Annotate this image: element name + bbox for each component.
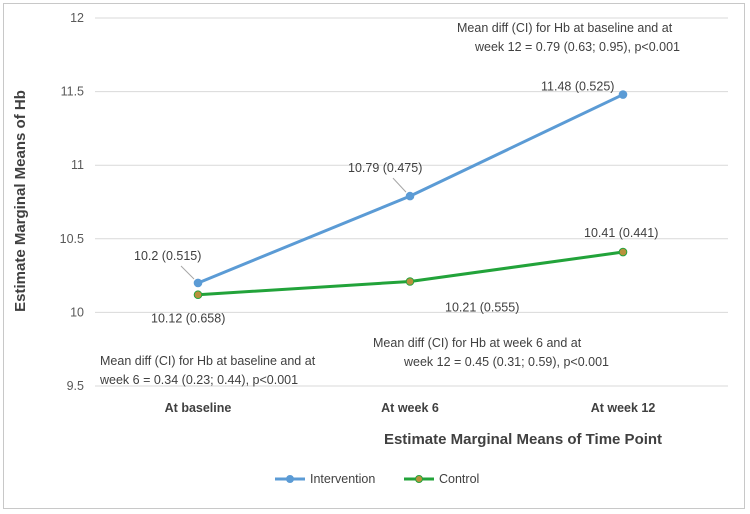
legend-label: Intervention	[310, 472, 375, 486]
y-tick-label: 11	[71, 158, 84, 172]
x-tick-label: At week 6	[381, 401, 439, 415]
data-point-intervention	[618, 90, 628, 99]
annotation-text: Mean diff (CI) for Hb at baseline and at…	[457, 21, 680, 54]
data-label: 10.79 (0.475)	[348, 161, 422, 175]
data-point-control	[618, 247, 628, 257]
series-markers	[193, 90, 628, 300]
legend-label: Control	[439, 472, 479, 486]
x-category-labels: At baseline At week 6 At week 12	[165, 401, 656, 415]
series-line-intervention	[197, 93, 624, 285]
y-tick-labels: 9.5 10 10.5 11 11.5 12	[60, 11, 84, 393]
data-point-control	[193, 290, 203, 300]
data-point-control	[405, 277, 415, 286]
y-tick-label: 12	[70, 11, 84, 25]
leader-line	[392, 177, 407, 193]
data-labels: 10.2 (0.515) 10.79 (0.475) 11.48 (0.525) 10…	[134, 80, 658, 326]
annotation-text: Mean diff (CI) for Hb at week 6 and at we…	[373, 336, 609, 369]
data-label: 10.12 (0.658)	[151, 312, 225, 326]
legend-marker	[415, 475, 423, 483]
y-tick-label: 10	[70, 305, 84, 319]
legend: Intervention Control	[275, 472, 479, 486]
x-tick-label: At week 12	[591, 401, 656, 415]
data-point-intervention	[405, 191, 415, 201]
y-tick-label: 10.5	[60, 232, 84, 246]
leader-line	[180, 265, 195, 280]
data-point-intervention	[193, 278, 203, 288]
y-axis-title: Estimate Marginal Means of Hb	[12, 90, 29, 312]
data-label: 11.48 (0.525)	[541, 80, 614, 94]
annotation-text: Mean diff (CI) for Hb at baseline and at…	[99, 354, 316, 387]
x-axis-title: Estimate Marginal Means of Time Point	[384, 431, 662, 448]
y-tick-label: 9.5	[67, 379, 84, 393]
data-label: 10.41 (0.441)	[584, 226, 658, 240]
annotations: Mean diff (CI) for Hb at baseline and at…	[99, 21, 680, 387]
data-label: 10.2 (0.515)	[134, 249, 201, 263]
y-tick-label: 11.5	[61, 85, 84, 99]
x-tick-label: At baseline	[165, 401, 232, 415]
chart-frame	[3, 3, 745, 509]
data-label: 10.21 (0.555)	[445, 300, 519, 314]
legend-marker	[286, 475, 294, 483]
gridlines	[95, 17, 728, 387]
